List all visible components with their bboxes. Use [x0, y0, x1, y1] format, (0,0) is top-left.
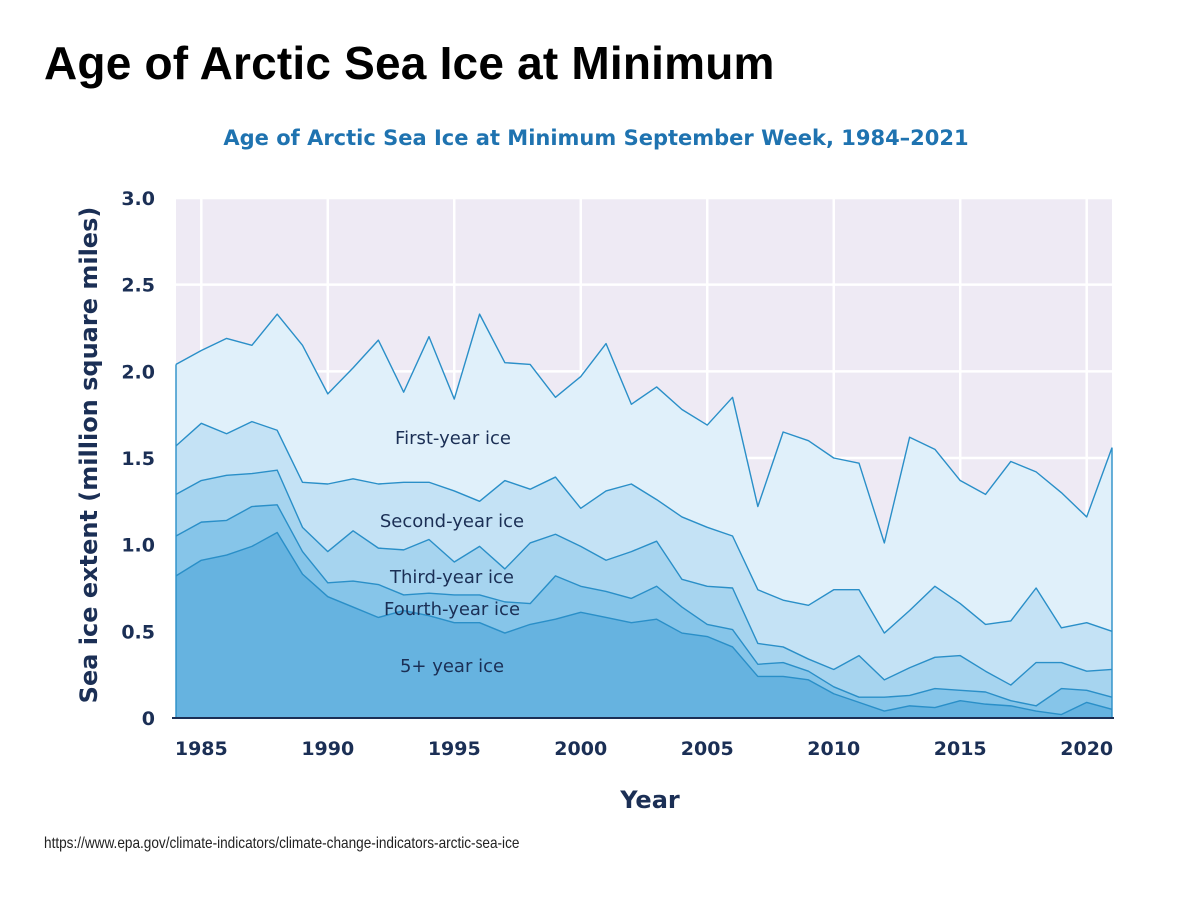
x-tick-label: 1995 [428, 738, 481, 760]
x-tick-label: 1990 [301, 738, 354, 760]
y-tick-label: 1.5 [121, 448, 155, 470]
line-first-year-ice [175, 313, 1113, 544]
source-url: https://www.epa.gov/climate-indicators/c… [44, 835, 520, 852]
line-fourth-year-ice [175, 504, 1113, 707]
x-axis-title: Year [619, 786, 680, 814]
area-third-year-ice [176, 470, 1112, 706]
area-fourth-year-ice [176, 504, 1112, 715]
area-5-plus-year-ice [176, 532, 1112, 718]
stacked-area-chart: Age of Arctic Sea Ice at Minimum Septemb… [75, 126, 1114, 814]
x-tick-label: 2020 [1060, 738, 1113, 760]
label-fourth-year-ice: Fourth-year ice [384, 599, 520, 620]
label-third-year-ice: Third-year ice [389, 567, 514, 588]
y-tick-label: 1.0 [121, 535, 155, 557]
area-first-year-ice [176, 314, 1112, 634]
series-boundary-lines [175, 313, 1113, 716]
y-tick-label: 2.5 [121, 275, 155, 297]
y-tick-label: 0 [142, 708, 155, 730]
x-tick-label: 2000 [554, 738, 607, 760]
y-tick-label: 3.0 [121, 188, 155, 210]
area-layers [176, 314, 1112, 718]
chart-title: Age of Arctic Sea Ice at Minimum Septemb… [223, 126, 968, 150]
label-first-year-ice: First-year ice [395, 428, 511, 449]
x-tick-label: 2005 [681, 738, 734, 760]
plot-frame [172, 364, 1114, 719]
area-second-year-ice [176, 421, 1112, 686]
x-tick-label: 1985 [175, 738, 228, 760]
y-tick-labels: 0 0.5 1.0 1.5 2.0 2.5 3.0 [121, 188, 155, 730]
line-second-year-ice [175, 420, 1113, 634]
x-tick-labels: 1985 1990 1995 2000 2005 2010 2015 2020 [175, 738, 1113, 760]
line-5-plus-year-ice [175, 531, 1113, 716]
y-tick-label: 0.5 [121, 621, 155, 643]
label-5-plus-year-ice: 5+ year ice [400, 656, 504, 677]
x-tick-label: 2010 [807, 738, 860, 760]
layer-labels: First-year ice Second-year ice Third-yea… [380, 428, 524, 677]
x-tick-label: 2015 [934, 738, 987, 760]
page-title: Age of Arctic Sea Ice at Minimum [44, 37, 775, 89]
y-axis-title: Sea ice extent (million square miles) [75, 207, 103, 704]
y-tick-label: 2.0 [121, 361, 155, 383]
label-second-year-ice: Second-year ice [380, 511, 524, 532]
line-third-year-ice [175, 469, 1113, 686]
